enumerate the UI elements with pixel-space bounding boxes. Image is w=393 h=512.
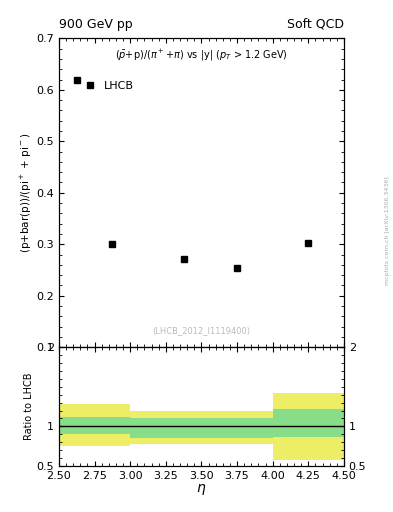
Y-axis label: (p+bar(p))/(pi$^+$ + pi$^-$): (p+bar(p))/(pi$^+$ + pi$^-$) (18, 133, 33, 253)
Text: Soft QCD: Soft QCD (287, 18, 344, 31)
Y-axis label: Ratio to LHCB: Ratio to LHCB (24, 373, 34, 440)
Text: $(\bar{p}$+p)/($\pi^+$+$\pi$) vs |y| ($p_T$ > 1.2 GeV): $(\bar{p}$+p)/($\pi^+$+$\pi$) vs |y| ($p… (115, 48, 288, 63)
Text: 900 GeV pp: 900 GeV pp (59, 18, 132, 31)
Text: (LHCB_2012_I1119400): (LHCB_2012_I1119400) (152, 326, 250, 335)
Text: mcplots.cern.ch [arXiv:1306.3436]: mcplots.cern.ch [arXiv:1306.3436] (385, 176, 389, 285)
X-axis label: $\eta$: $\eta$ (196, 482, 207, 497)
Legend: LHCB: LHCB (79, 81, 134, 91)
